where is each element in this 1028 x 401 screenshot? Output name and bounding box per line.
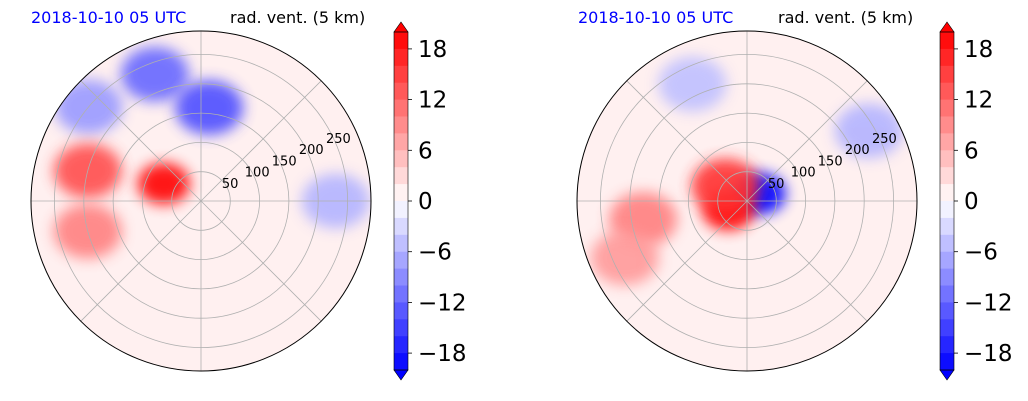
colorbar-level	[394, 302, 408, 320]
colorbar-level	[940, 353, 954, 371]
right-panel-field-title: rad. vent. (5 km)	[778, 8, 914, 27]
radial-tick-label-100: 100	[245, 166, 270, 181]
angular-gridline-225	[626, 200, 748, 322]
colorbar-level	[394, 133, 408, 151]
colorbar-level	[940, 65, 954, 84]
colorbar-extend-max	[939, 21, 955, 33]
colorbar-tick-label: 0	[418, 189, 433, 215]
colorbar-tick-label: −6	[418, 240, 452, 266]
colorbar-extend-min	[393, 369, 409, 381]
left-panel-field-title: rad. vent. (5 km)	[230, 8, 366, 27]
angular-gridline-135	[626, 80, 748, 202]
colorbar-tick-label: 6	[964, 138, 979, 164]
colorbar-level	[940, 167, 954, 185]
colorbar-level	[394, 201, 408, 219]
polar-frame	[30, 30, 372, 372]
colorbar-level	[940, 150, 954, 168]
angular-gridline-225	[80, 200, 202, 322]
angular-gridline-45	[200, 80, 322, 202]
colorbar-level	[940, 116, 954, 134]
angular-gridline-45	[746, 80, 868, 202]
colorbar-level	[394, 32, 408, 50]
radial-tick-label-150: 150	[272, 154, 297, 169]
colorbar-level	[394, 48, 408, 67]
field-layer	[590, 56, 903, 286]
colorbar-level	[940, 99, 954, 117]
colorbar-extend-max	[393, 21, 409, 33]
colorbar-tick-label: 18	[418, 37, 447, 63]
colorbar-tick-label: −18	[418, 341, 467, 367]
radial-tick-label-150: 150	[818, 154, 843, 169]
colorbar-level	[940, 48, 954, 67]
colorbar-level	[940, 336, 954, 354]
field-blob-5	[590, 230, 659, 286]
colorbar-level	[940, 234, 954, 253]
colorbar-level	[940, 184, 954, 202]
colorbar-level	[394, 116, 408, 134]
colorbar-level	[394, 336, 408, 354]
colorbar-tick-label: 6	[418, 138, 433, 164]
colorbar-tick-label: 12	[418, 88, 447, 114]
colorbar-level	[940, 201, 954, 219]
field-blob-6	[137, 162, 190, 205]
colorbar-tick-label: 0	[964, 189, 979, 215]
field-blob-7	[658, 56, 727, 112]
radial-tick-label-200: 200	[299, 143, 324, 158]
colorbar-tick-label: −6	[964, 240, 998, 266]
colorbar-level	[394, 251, 408, 269]
colorbar-level	[940, 302, 954, 320]
radial-tick-label-100: 100	[791, 166, 816, 181]
field-blob-3	[691, 158, 760, 214]
colorbar-level	[394, 99, 408, 117]
colorbar-level	[940, 82, 954, 100]
colorbar-level	[394, 319, 408, 337]
colorbar-level	[940, 251, 954, 269]
colorbar-1: 18 12 6 0 −6 −12 −18	[393, 21, 467, 381]
colorbar-level	[394, 184, 408, 202]
colorbar-level	[394, 353, 408, 371]
field-blob-6	[834, 103, 903, 158]
colorbar-level	[394, 167, 408, 185]
radial-tick-label-50: 50	[222, 177, 239, 192]
colorbar-level	[940, 133, 954, 151]
radial-tick-label-50: 50	[768, 177, 785, 192]
colorbar-level	[394, 82, 408, 100]
colorbar-2: 18 12 6 0 −6 −12 −18	[939, 21, 1013, 381]
colorbar-level	[394, 268, 408, 286]
right-panel-time-title: 2018-10-10 05 UTC	[578, 8, 734, 27]
colorbar-level	[394, 150, 408, 168]
colorbar-tick-label: 18	[964, 37, 993, 63]
colorbar-tick-label: −12	[418, 290, 467, 316]
radial-tick-label-250: 250	[872, 132, 897, 147]
polar-frame	[576, 30, 918, 372]
radial-tick-label-200: 200	[845, 143, 870, 158]
colorbar-extend-min	[939, 369, 955, 381]
colorbar-tick-label: −18	[964, 341, 1013, 367]
left-panel-time-title: 2018-10-10 05 UTC	[31, 8, 187, 27]
colorbar-level	[940, 217, 954, 236]
angular-gridline-135	[80, 80, 202, 202]
field-blob-1	[120, 47, 189, 102]
colorbar-tick-label: −12	[964, 290, 1013, 316]
colorbar-level	[940, 319, 954, 337]
colorbar-level	[940, 32, 954, 50]
field-blob-2	[175, 80, 244, 135]
angular-gridline-315	[200, 200, 322, 322]
colorbar-level	[940, 268, 954, 286]
colorbar-tick-label: 12	[964, 88, 993, 114]
angular-gridline-315	[746, 200, 868, 322]
colorbar-level	[394, 65, 408, 84]
colorbar-level	[394, 217, 408, 236]
colorbar-level	[394, 234, 408, 253]
colorbar-level	[394, 285, 408, 303]
colorbar-level	[940, 285, 954, 303]
radial-tick-label-250: 250	[326, 132, 351, 147]
